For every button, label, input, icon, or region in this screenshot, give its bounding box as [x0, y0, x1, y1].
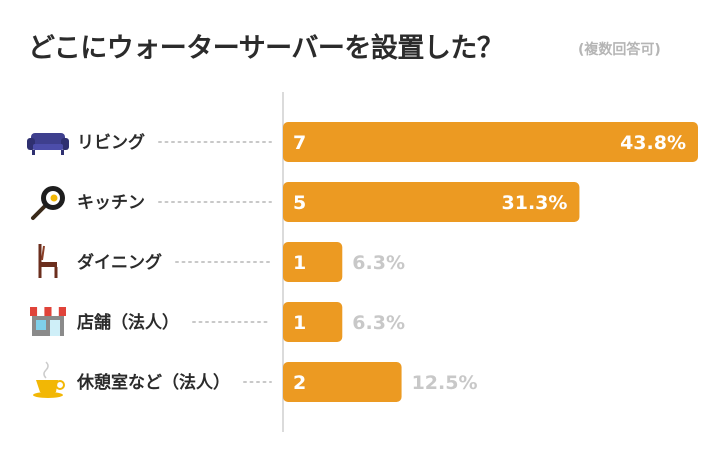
bar-count-label: 2: [293, 372, 306, 394]
category-label: リビング: [77, 132, 145, 153]
bar-count-label: 1: [293, 312, 306, 334]
percent-label: 43.8%: [620, 132, 686, 154]
shop-icon: [30, 307, 66, 336]
bar: [283, 182, 580, 222]
frying-pan-icon: [31, 186, 65, 220]
chair-icon: [38, 244, 58, 278]
category-label: キッチン: [77, 193, 145, 213]
bar: [283, 242, 343, 282]
category-label: 休憩室など（法人）: [76, 372, 230, 393]
category-label: 店舗（法人）: [77, 312, 179, 333]
percent-label: 12.5%: [412, 372, 478, 394]
percent-label: 6.3%: [352, 252, 405, 274]
bar-count-label: 7: [293, 132, 306, 154]
chart-title: どこにウォーターサーバーを設置した？: [28, 33, 504, 64]
category-label: ダイニング: [77, 252, 162, 273]
bar-count-label: 1: [293, 252, 306, 274]
bar: [283, 362, 402, 402]
chart-subtitle: (複数回答可): [578, 42, 661, 58]
sofa-icon: [27, 133, 69, 155]
tea-cup-icon: [33, 361, 65, 398]
bar-count-label: 5: [293, 192, 306, 214]
bar: [283, 122, 698, 162]
percent-label: 6.3%: [352, 312, 405, 334]
bar: [283, 302, 343, 342]
percent-label: 31.3%: [502, 192, 568, 214]
